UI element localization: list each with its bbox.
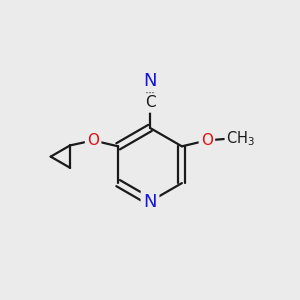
Text: N: N <box>143 72 157 90</box>
Text: N: N <box>143 193 157 211</box>
Text: C: C <box>145 95 155 110</box>
Text: O: O <box>201 133 213 148</box>
Text: CH$_3$: CH$_3$ <box>226 130 255 148</box>
Text: O: O <box>87 133 99 148</box>
